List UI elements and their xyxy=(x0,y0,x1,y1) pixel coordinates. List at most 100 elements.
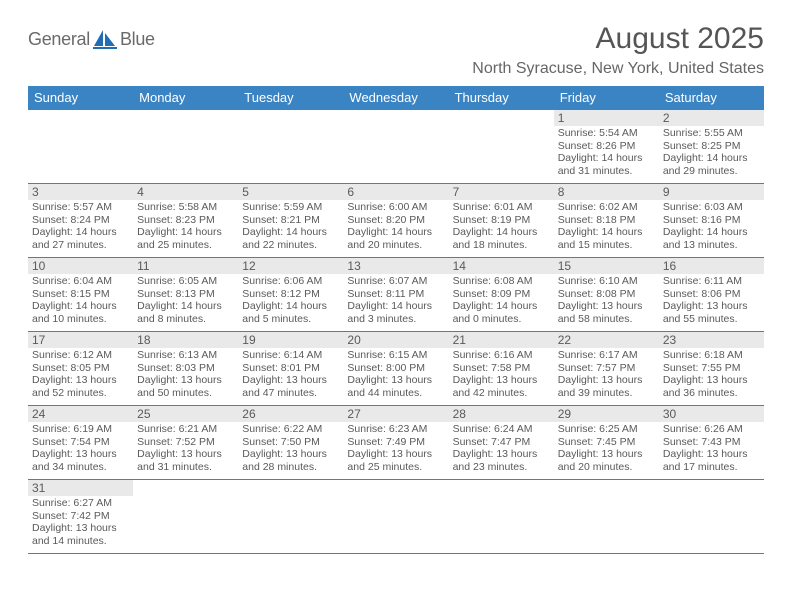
calendar-day-cell: 23Sunrise: 6:18 AMSunset: 7:55 PMDayligh… xyxy=(659,332,764,406)
day-number: 30 xyxy=(659,406,764,422)
daylight-text-1: Daylight: 14 hours xyxy=(137,300,234,313)
calendar-empty-cell xyxy=(133,480,238,554)
calendar-day-cell: 31Sunrise: 6:27 AMSunset: 7:42 PMDayligh… xyxy=(28,480,133,554)
sunrise-text: Sunrise: 6:25 AM xyxy=(558,423,655,436)
sunrise-text: Sunrise: 6:22 AM xyxy=(242,423,339,436)
daylight-text-2: and 47 minutes. xyxy=(242,387,339,400)
weekday-header: Monday xyxy=(133,86,238,110)
day-details: Sunrise: 6:04 AMSunset: 8:15 PMDaylight:… xyxy=(28,274,133,327)
daylight-text-1: Daylight: 13 hours xyxy=(663,448,760,461)
sunset-text: Sunset: 7:54 PM xyxy=(32,436,129,449)
calendar-empty-cell xyxy=(28,110,133,184)
sunset-text: Sunset: 8:19 PM xyxy=(453,214,550,227)
weekday-header: Sunday xyxy=(28,86,133,110)
daylight-text-1: Daylight: 13 hours xyxy=(242,374,339,387)
day-details: Sunrise: 6:00 AMSunset: 8:20 PMDaylight:… xyxy=(343,200,448,253)
calendar-body: 1Sunrise: 5:54 AMSunset: 8:26 PMDaylight… xyxy=(28,110,764,554)
calendar-day-cell: 18Sunrise: 6:13 AMSunset: 8:03 PMDayligh… xyxy=(133,332,238,406)
calendar-day-cell: 29Sunrise: 6:25 AMSunset: 7:45 PMDayligh… xyxy=(554,406,659,480)
day-number: 22 xyxy=(554,332,659,348)
day-details: Sunrise: 5:57 AMSunset: 8:24 PMDaylight:… xyxy=(28,200,133,253)
daylight-text-2: and 8 minutes. xyxy=(137,313,234,326)
calendar-day-cell: 12Sunrise: 6:06 AMSunset: 8:12 PMDayligh… xyxy=(238,258,343,332)
day-details: Sunrise: 6:08 AMSunset: 8:09 PMDaylight:… xyxy=(449,274,554,327)
daylight-text-2: and 36 minutes. xyxy=(663,387,760,400)
sunset-text: Sunset: 7:47 PM xyxy=(453,436,550,449)
day-details: Sunrise: 6:24 AMSunset: 7:47 PMDaylight:… xyxy=(449,422,554,475)
title-block: August 2025 North Syracuse, New York, Un… xyxy=(472,22,764,78)
daylight-text-2: and 14 minutes. xyxy=(32,535,129,548)
day-details: Sunrise: 6:27 AMSunset: 7:42 PMDaylight:… xyxy=(28,496,133,549)
daylight-text-2: and 31 minutes. xyxy=(137,461,234,474)
calendar-day-cell: 16Sunrise: 6:11 AMSunset: 8:06 PMDayligh… xyxy=(659,258,764,332)
sunset-text: Sunset: 7:55 PM xyxy=(663,362,760,375)
day-number: 21 xyxy=(449,332,554,348)
sunrise-text: Sunrise: 6:24 AM xyxy=(453,423,550,436)
sunrise-text: Sunrise: 6:04 AM xyxy=(32,275,129,288)
day-number: 28 xyxy=(449,406,554,422)
day-details: Sunrise: 6:06 AMSunset: 8:12 PMDaylight:… xyxy=(238,274,343,327)
daylight-text-1: Daylight: 14 hours xyxy=(453,300,550,313)
calendar-day-cell: 6Sunrise: 6:00 AMSunset: 8:20 PMDaylight… xyxy=(343,184,448,258)
calendar-day-cell: 11Sunrise: 6:05 AMSunset: 8:13 PMDayligh… xyxy=(133,258,238,332)
calendar-day-cell: 28Sunrise: 6:24 AMSunset: 7:47 PMDayligh… xyxy=(449,406,554,480)
sunrise-text: Sunrise: 6:19 AM xyxy=(32,423,129,436)
calendar-day-cell: 10Sunrise: 6:04 AMSunset: 8:15 PMDayligh… xyxy=(28,258,133,332)
day-number: 20 xyxy=(343,332,448,348)
daylight-text-1: Daylight: 14 hours xyxy=(347,300,444,313)
calendar-empty-cell xyxy=(238,480,343,554)
day-number: 2 xyxy=(659,110,764,126)
daylight-text-2: and 50 minutes. xyxy=(137,387,234,400)
calendar-week-row: 10Sunrise: 6:04 AMSunset: 8:15 PMDayligh… xyxy=(28,258,764,332)
daylight-text-1: Daylight: 14 hours xyxy=(242,300,339,313)
day-number: 25 xyxy=(133,406,238,422)
daylight-text-2: and 29 minutes. xyxy=(663,165,760,178)
calendar-empty-cell xyxy=(659,480,764,554)
sunset-text: Sunset: 8:09 PM xyxy=(453,288,550,301)
sunrise-text: Sunrise: 6:21 AM xyxy=(137,423,234,436)
calendar-day-cell: 3Sunrise: 5:57 AMSunset: 8:24 PMDaylight… xyxy=(28,184,133,258)
daylight-text-1: Daylight: 13 hours xyxy=(558,448,655,461)
calendar-week-row: 17Sunrise: 6:12 AMSunset: 8:05 PMDayligh… xyxy=(28,332,764,406)
sunset-text: Sunset: 8:01 PM xyxy=(242,362,339,375)
daylight-text-2: and 31 minutes. xyxy=(558,165,655,178)
daylight-text-1: Daylight: 14 hours xyxy=(558,226,655,239)
sunset-text: Sunset: 8:21 PM xyxy=(242,214,339,227)
sunrise-text: Sunrise: 6:10 AM xyxy=(558,275,655,288)
calendar-day-cell: 22Sunrise: 6:17 AMSunset: 7:57 PMDayligh… xyxy=(554,332,659,406)
sunset-text: Sunset: 8:11 PM xyxy=(347,288,444,301)
daylight-text-2: and 17 minutes. xyxy=(663,461,760,474)
daylight-text-1: Daylight: 13 hours xyxy=(663,374,760,387)
day-details: Sunrise: 6:03 AMSunset: 8:16 PMDaylight:… xyxy=(659,200,764,253)
sunrise-text: Sunrise: 6:08 AM xyxy=(453,275,550,288)
day-details: Sunrise: 6:18 AMSunset: 7:55 PMDaylight:… xyxy=(659,348,764,401)
calendar-week-row: 1Sunrise: 5:54 AMSunset: 8:26 PMDaylight… xyxy=(28,110,764,184)
sunset-text: Sunset: 8:00 PM xyxy=(347,362,444,375)
header: General Blue August 2025 North Syracuse,… xyxy=(28,22,764,78)
calendar-day-cell: 17Sunrise: 6:12 AMSunset: 8:05 PMDayligh… xyxy=(28,332,133,406)
calendar-empty-cell xyxy=(343,110,448,184)
calendar-day-cell: 24Sunrise: 6:19 AMSunset: 7:54 PMDayligh… xyxy=(28,406,133,480)
calendar-day-cell: 14Sunrise: 6:08 AMSunset: 8:09 PMDayligh… xyxy=(449,258,554,332)
day-number: 13 xyxy=(343,258,448,274)
day-number: 12 xyxy=(238,258,343,274)
day-details: Sunrise: 6:25 AMSunset: 7:45 PMDaylight:… xyxy=(554,422,659,475)
day-number: 15 xyxy=(554,258,659,274)
sunset-text: Sunset: 8:26 PM xyxy=(558,140,655,153)
calendar-week-row: 31Sunrise: 6:27 AMSunset: 7:42 PMDayligh… xyxy=(28,480,764,554)
daylight-text-1: Daylight: 14 hours xyxy=(242,226,339,239)
daylight-text-1: Daylight: 14 hours xyxy=(347,226,444,239)
sunset-text: Sunset: 7:45 PM xyxy=(558,436,655,449)
daylight-text-1: Daylight: 14 hours xyxy=(663,152,760,165)
sunrise-text: Sunrise: 6:15 AM xyxy=(347,349,444,362)
daylight-text-2: and 5 minutes. xyxy=(242,313,339,326)
sunrise-text: Sunrise: 6:05 AM xyxy=(137,275,234,288)
sunrise-text: Sunrise: 6:02 AM xyxy=(558,201,655,214)
sunset-text: Sunset: 7:50 PM xyxy=(242,436,339,449)
daylight-text-1: Daylight: 14 hours xyxy=(453,226,550,239)
sunrise-text: Sunrise: 6:12 AM xyxy=(32,349,129,362)
daylight-text-1: Daylight: 13 hours xyxy=(663,300,760,313)
brand-name-2: Blue xyxy=(120,29,155,50)
daylight-text-2: and 18 minutes. xyxy=(453,239,550,252)
day-number: 9 xyxy=(659,184,764,200)
